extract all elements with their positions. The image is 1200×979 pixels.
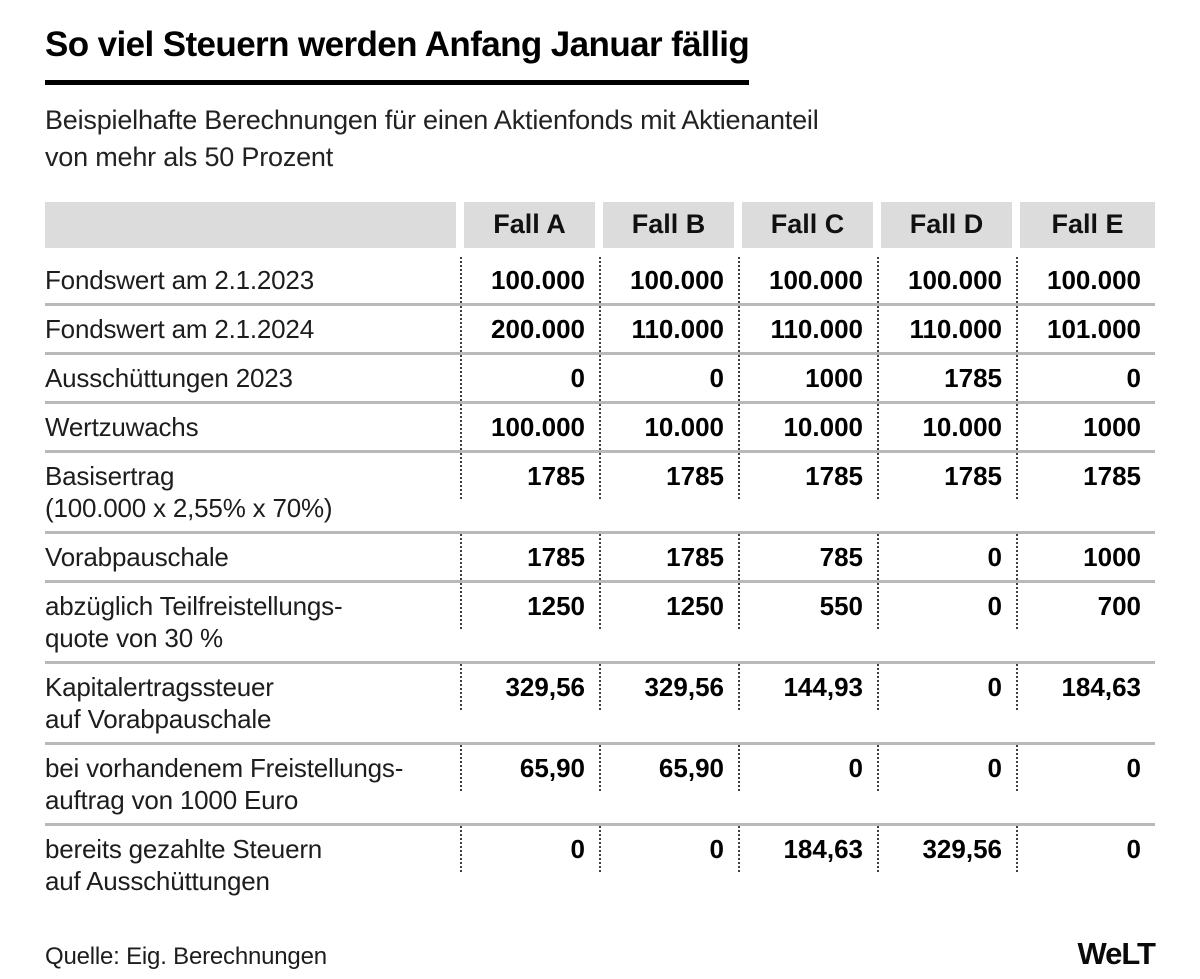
cell-value: 100.000 [1016, 256, 1155, 303]
cell-value: 110.000 [599, 305, 738, 352]
cell-value: 0 [877, 744, 1016, 791]
column-header-fall-d: Fall D [881, 201, 1012, 248]
cell-value: 0 [1016, 744, 1155, 791]
row-label: Vorabpauschale [45, 541, 229, 572]
cell-value: 0 [877, 663, 1016, 710]
cell-value: 1000 [1016, 533, 1155, 580]
cell-value: 1250 [599, 582, 738, 629]
column-header-fall-a: Fall A [464, 201, 595, 248]
cell-value: 10.000 [877, 403, 1016, 450]
row-label: abzüglich Teilfreistellungs- quote von 3… [45, 590, 343, 653]
table-row-kapitalertragssteuer: Kapitalertragssteuer auf Vorabpauschale … [45, 663, 1155, 745]
cell-value: 329,56 [460, 663, 599, 710]
cell-value: 0 [599, 825, 738, 872]
cell-value: 550 [738, 582, 877, 629]
cell-value: 65,90 [460, 744, 599, 791]
welt-logo: WeLT [1077, 935, 1156, 971]
table-row-basisertrag: Basisertrag (100.000 x 2,55% x 70%) 1785… [45, 452, 1155, 534]
column-header-empty [45, 201, 456, 248]
cell-value: 65,90 [599, 744, 738, 791]
cell-value: 0 [738, 744, 877, 791]
table-row-gezahlte-steuern: bereits gezahlte Steuern auf Ausschüttun… [45, 825, 1155, 904]
cell-value: 785 [738, 533, 877, 580]
tax-table: Fall A Fall B Fall C Fall D Fall E Fonds… [45, 201, 1155, 904]
cell-value: 10.000 [738, 403, 877, 450]
table-row-teilfreistellung: abzüglich Teilfreistellungs- quote von 3… [45, 582, 1155, 664]
cell-value: 1000 [738, 354, 877, 401]
row-label: Wertzuwachs [45, 411, 199, 442]
cell-value: 0 [1016, 825, 1155, 872]
header: So viel Steuern werden Anfang Januar fäl… [45, 25, 1155, 176]
cell-value: 100.000 [460, 403, 599, 450]
subtitle: Beispielhafte Berechnungen für einen Akt… [45, 104, 819, 172]
row-label: Fondswert am 2.1.2024 [45, 313, 314, 344]
cell-value: 184,63 [738, 825, 877, 872]
cell-value: 100.000 [738, 256, 877, 303]
cell-value: 110.000 [738, 305, 877, 352]
cell-value: 1785 [738, 452, 877, 499]
cell-value: 1250 [460, 582, 599, 629]
cell-value: 100.000 [877, 256, 1016, 303]
table-row-ausschuettungen: Ausschüttungen 2023 0 0 1000 1785 0 [45, 354, 1155, 404]
footer: Quelle: Eig. Berechnungen WeLT [45, 935, 1156, 972]
cell-value: 329,56 [877, 825, 1016, 872]
cell-value: 0 [1016, 354, 1155, 401]
cell-value: 10.000 [599, 403, 738, 450]
cell-value: 0 [460, 354, 599, 401]
source-note: Quelle: Eig. Berechnungen [45, 942, 327, 970]
table-row-vorabpauschale: Vorabpauschale 1785 1785 785 0 1000 [45, 533, 1155, 583]
cell-value: 1785 [599, 533, 738, 580]
cell-value: 1000 [1016, 403, 1155, 450]
column-header-fall-c: Fall C [742, 201, 873, 248]
table-row-wertzuwachs: Wertzuwachs 100.000 10.000 10.000 10.000… [45, 403, 1155, 453]
cell-value: 700 [1016, 582, 1155, 629]
cell-value: 1785 [877, 452, 1016, 499]
cell-value: 0 [460, 825, 599, 872]
page-title: So viel Steuern werden Anfang Januar fäl… [45, 25, 750, 85]
cell-value: 1785 [599, 452, 738, 499]
row-label: Ausschüttungen 2023 [45, 362, 293, 393]
table-header-row: Fall A Fall B Fall C Fall D Fall E [45, 201, 1155, 248]
cell-value: 144,93 [738, 663, 877, 710]
cell-value: 101.000 [1016, 305, 1155, 352]
cell-value: 1785 [877, 354, 1016, 401]
cell-value: 184,63 [1016, 663, 1155, 710]
column-header-fall-b: Fall B [603, 201, 734, 248]
table-row-fondswert-2024: Fondswert am 2.1.2024 200.000 110.000 11… [45, 305, 1155, 355]
cell-value: 1785 [460, 452, 599, 499]
row-label: bereits gezahlte Steuern auf Ausschüttun… [45, 833, 323, 896]
cell-value: 0 [877, 582, 1016, 629]
row-label: Basisertrag (100.000 x 2,55% x 70%) [45, 460, 333, 523]
cell-value: 200.000 [460, 305, 599, 352]
cell-value: 0 [877, 533, 1016, 580]
table-row-freistellungsauftrag: bei vorhandenem Freistellungs- auftrag v… [45, 744, 1155, 826]
cell-value: 0 [599, 354, 738, 401]
table-body: Fondswert am 2.1.2023 100.000 100.000 10… [45, 256, 1155, 904]
row-label: Fondswert am 2.1.2023 [45, 264, 314, 295]
table-row-fondswert-2023: Fondswert am 2.1.2023 100.000 100.000 10… [45, 256, 1155, 306]
row-label: Kapitalertragssteuer auf Vorabpauschale [45, 671, 274, 734]
cell-value: 110.000 [877, 305, 1016, 352]
cell-value: 100.000 [460, 256, 599, 303]
cell-value: 1785 [1016, 452, 1155, 499]
cell-value: 1785 [460, 533, 599, 580]
column-header-fall-e: Fall E [1020, 201, 1155, 248]
cell-value: 329,56 [599, 663, 738, 710]
cell-value: 100.000 [599, 256, 738, 303]
row-label: bei vorhandenem Freistellungs- auftrag v… [45, 752, 404, 815]
